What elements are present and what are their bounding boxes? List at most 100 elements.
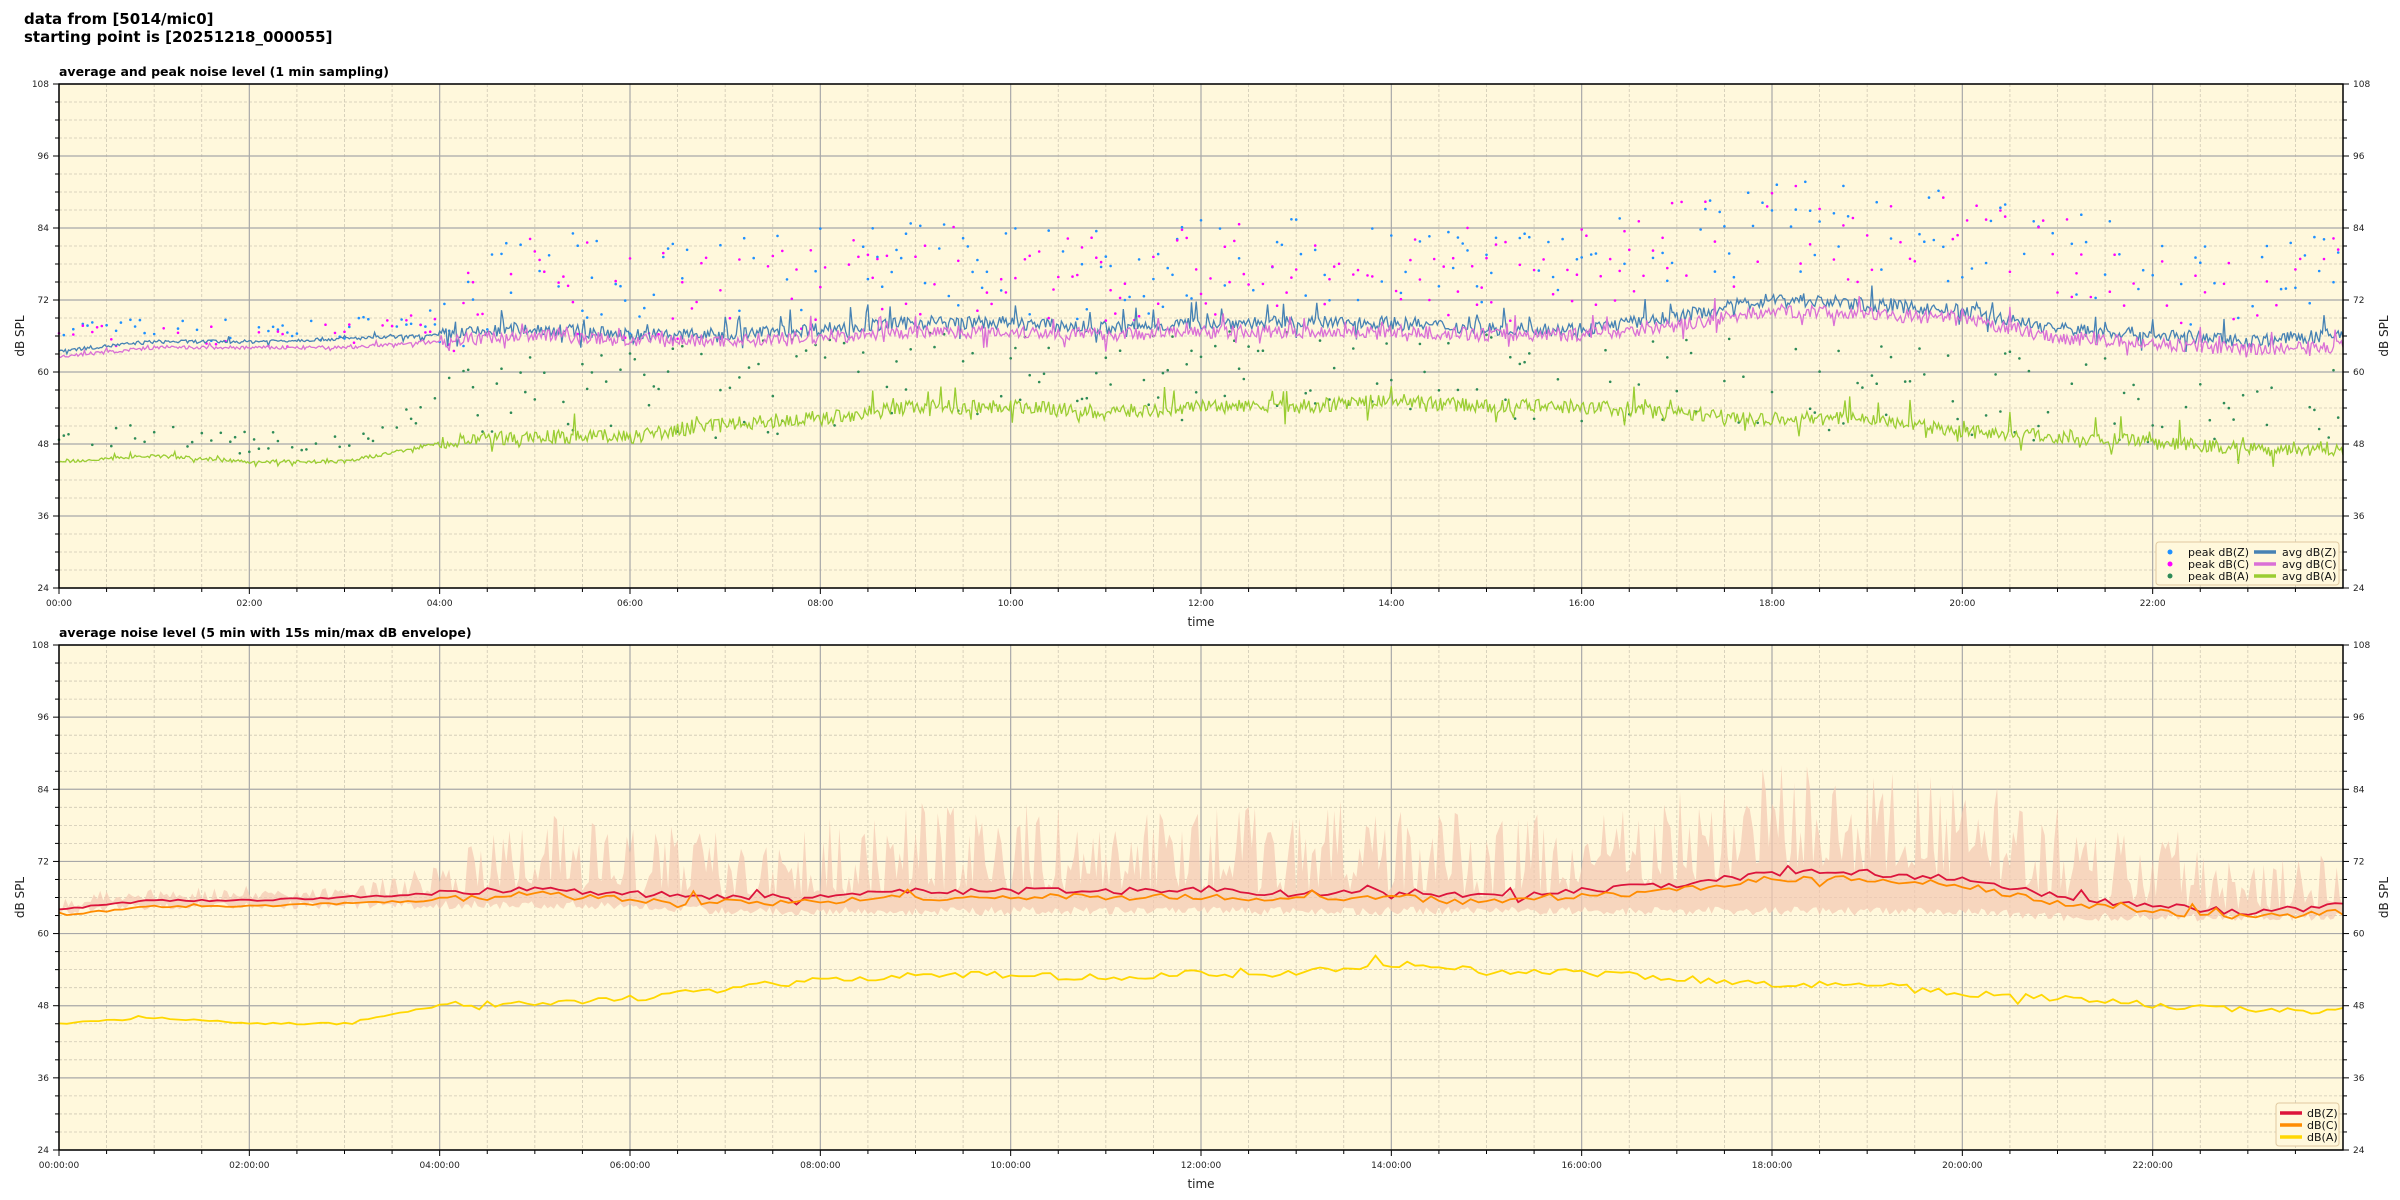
legend-label: peak dB(C) — [2188, 558, 2249, 571]
peak-point — [814, 269, 817, 273]
peak-point — [528, 237, 532, 241]
x-tick-label: 00:00:00 — [39, 1161, 80, 1171]
peak-point — [1447, 230, 1450, 234]
peak-point — [1599, 274, 1602, 278]
peak-point — [276, 330, 280, 333]
peak-point — [1104, 356, 1108, 360]
legend-marker-icon — [2167, 561, 2173, 567]
peak-point — [1532, 268, 1536, 272]
x-tick-label: 20:00:00 — [1942, 1161, 1983, 1171]
peak-point — [2056, 291, 2059, 294]
y-tick-label-right: 108 — [2353, 80, 2370, 90]
peak-point — [2332, 237, 2335, 240]
x-tick-label: 18:00 — [1759, 599, 1785, 609]
peak-point — [1651, 249, 1655, 252]
peak-point — [524, 390, 527, 394]
peak-point — [714, 436, 717, 440]
peak-point — [1294, 268, 1298, 271]
peak-point — [647, 403, 651, 407]
peak-point — [1908, 257, 1912, 261]
peak-point — [1428, 235, 1431, 238]
peak-point — [999, 394, 1003, 398]
peak-point — [1675, 389, 1679, 393]
peak-point — [1447, 341, 1450, 345]
peak-point — [1504, 240, 1507, 244]
x-tick-label: 18:00:00 — [1752, 1161, 1793, 1171]
peak-point — [133, 437, 137, 440]
peak-point — [1723, 225, 1726, 228]
peak-point — [1095, 371, 1098, 375]
legend-label: avg dB(Z) — [2282, 546, 2336, 559]
peak-point — [1537, 269, 1541, 272]
peak-point — [1956, 233, 1959, 237]
peak-point — [281, 332, 284, 336]
peak-point — [2265, 280, 2269, 283]
x-tick-label: 16:00:00 — [1561, 1161, 1602, 1171]
peak-point — [428, 309, 432, 312]
peak-point — [1727, 252, 1731, 255]
peak-point — [904, 302, 908, 306]
peak-point — [1104, 255, 1108, 258]
y-tick-label-right: 48 — [2353, 440, 2365, 450]
peak-point — [1480, 300, 1483, 304]
peak-point — [481, 312, 484, 316]
peak-point — [433, 397, 437, 400]
peak-point — [1918, 232, 1921, 236]
peak-point — [1052, 288, 1055, 291]
peak-point — [1604, 348, 1607, 352]
peak-point — [1946, 279, 1950, 283]
peak-point — [1223, 284, 1227, 287]
peak-point — [2051, 252, 2054, 256]
peak-point — [2199, 383, 2202, 386]
peak-point — [2084, 363, 2088, 366]
peak-point — [1275, 304, 1279, 308]
peak-point — [466, 271, 470, 275]
peak-point — [2289, 241, 2292, 245]
peak-point — [1699, 228, 1702, 231]
peak-point — [1380, 280, 1384, 283]
peak-point — [1118, 349, 1122, 353]
y-tick-label: 36 — [38, 512, 50, 522]
peak-point — [171, 425, 175, 429]
peak-point — [119, 321, 123, 324]
peak-point — [942, 223, 946, 226]
peak-point — [1109, 288, 1112, 292]
y-tick-label: 84 — [38, 785, 50, 795]
y-tick-label: 72 — [38, 857, 49, 867]
peak-point — [890, 270, 893, 274]
peak-point — [81, 322, 85, 326]
peak-point — [2008, 350, 2012, 354]
peak-point — [381, 324, 384, 327]
peak-point — [766, 265, 770, 268]
peak-point — [2336, 251, 2340, 254]
peak-point — [1575, 273, 1579, 277]
peak-point — [405, 408, 408, 411]
peak-point — [719, 289, 722, 292]
peak-point — [519, 371, 522, 374]
peak-point — [2313, 408, 2316, 412]
peak-point — [957, 304, 960, 307]
peak-point — [1199, 292, 1203, 296]
peak-point — [600, 313, 603, 316]
peak-point — [1247, 345, 1250, 348]
peak-point — [243, 430, 246, 434]
peak-point — [899, 256, 903, 260]
peak-point — [1542, 258, 1545, 261]
peak-point — [961, 236, 965, 240]
peak-point — [861, 351, 865, 354]
peak-point — [1095, 256, 1098, 260]
peak-point — [1523, 360, 1526, 364]
peak-point — [600, 354, 603, 357]
x-tick-label: 12:00 — [1188, 599, 1214, 609]
peak-point — [628, 352, 632, 355]
peak-point — [1832, 258, 1836, 261]
peak-point — [395, 325, 399, 328]
peak-point — [2113, 422, 2116, 425]
peak-point — [1875, 200, 1878, 204]
peak-point — [571, 232, 575, 235]
peak-point — [1123, 282, 1127, 286]
peak-point — [1994, 373, 1997, 376]
peak-point — [657, 387, 660, 391]
peak-point — [509, 291, 513, 295]
peak-point — [1171, 335, 1174, 338]
